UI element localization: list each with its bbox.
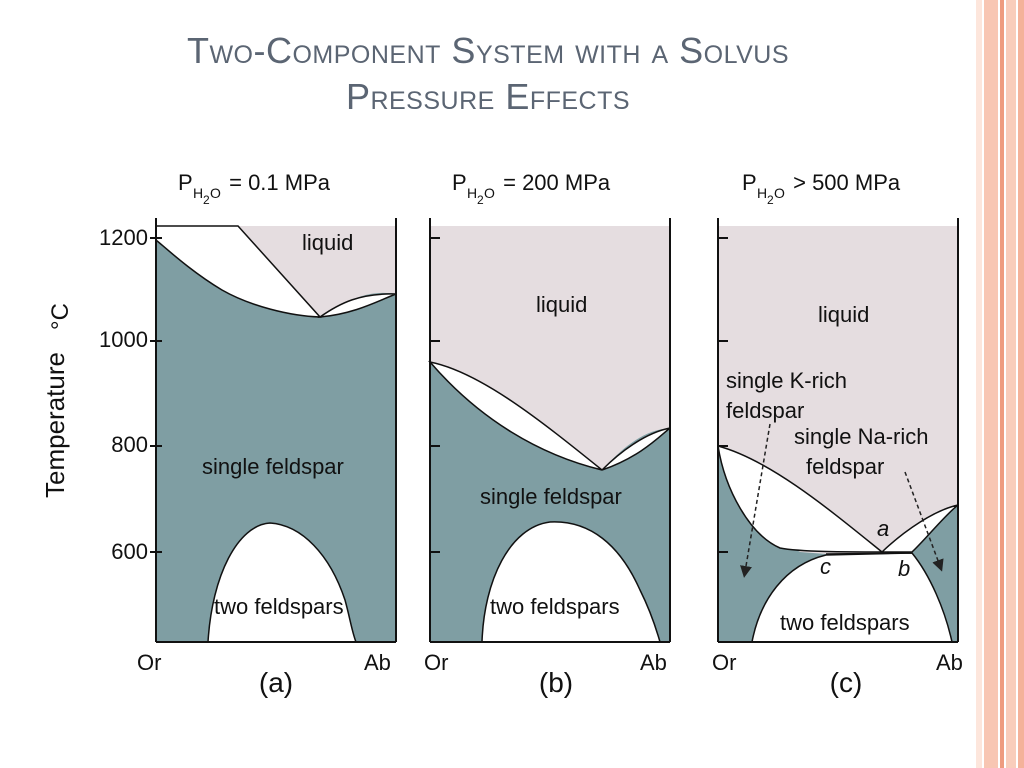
panel-b-label-liquid: liquid [536,292,587,317]
panel-a-solvus [207,522,358,643]
panel-a-pressure-sub-2: 2 [203,193,210,207]
decorative-side-stripes [976,0,1024,768]
y-axis-unit: °C [47,303,74,330]
panel-c-pressure-sub-H: H [757,185,767,201]
panel-b-x-right: Ab [640,650,667,675]
slide-title: Two-Component System with a Solvus Press… [0,28,976,120]
panel-a: P H 2 O = 0.1 MPa liquid single feldspar… [137,170,397,698]
panel-a-melting-loop-left [155,225,322,318]
panel-c-solvus [751,552,953,643]
panel-b-pressure-P: P [452,170,467,195]
panel-c: P H 2 O > 500 MPa liquid single K-rich f… [712,170,963,698]
panel-c-label-liquid: liquid [818,302,869,327]
slide-title-line2: Pressure Effects [345,76,631,117]
panel-a-caption: (a) [259,667,293,698]
panel-c-label-na-rich-2: feldspar [806,454,884,479]
panel-a-liquid-field [238,226,396,317]
panel-c-x-right: Ab [936,650,963,675]
slide-title-line1: Two-Component System with a Solvus [186,30,790,71]
panel-b-label-single: single feldspar [480,484,622,509]
panel-b-caption: (b) [539,667,573,698]
panel-b-pressure-value: = 200 MPa [497,170,611,195]
panel-c-pressure-P: P [742,170,757,195]
panel-b-solvus [481,521,661,643]
panel-c-pressure-value: > 500 MPa [787,170,901,195]
panel-a-pressure-sub-H: H [193,185,203,201]
panel-b-pressure-sub-2: 2 [477,193,484,207]
panel-a-pressure-sub-O: O [210,185,221,201]
panel-c-pressure-sub-2: 2 [767,193,774,207]
panel-c-na-rich-arrow [904,471,944,572]
panel-b-pressure-sub-H: H [467,185,477,201]
panel-a-x-right: Ab [364,650,391,675]
panel-b: P H 2 O = 200 MPa liquid single feldspar… [424,170,671,698]
panel-c-x-left: Or [712,650,736,675]
panel-c-point-b: b [898,556,910,581]
panel-c-caption: (c) [830,667,863,698]
panel-a-label-single: single feldspar [202,454,344,479]
panel-a-pressure-value: = 0.1 MPa [223,170,331,195]
y-tick-800: 800 [111,432,148,457]
panel-c-label-k-rich-2: feldspar [726,398,804,423]
y-tick-1200: 1200 [99,225,148,250]
panel-c-point-c: c [820,554,831,579]
panel-c-label-two: two feldspars [780,610,910,635]
panel-c-point-a: a [877,516,889,541]
panel-c-label-na-rich-1: single Na-rich [794,424,929,449]
panel-a-x-left: Or [137,650,161,675]
panel-a-label-two: two feldspars [214,594,344,619]
panel-a-pressure-P: P [178,170,193,195]
panel-b-pressure-sub-O: O [484,185,495,201]
panel-b-x-left: Or [424,650,448,675]
panel-c-pressure-sub-O: O [774,185,785,201]
y-tick-600: 600 [111,539,148,564]
panel-b-label-two: two feldspars [490,594,620,619]
panel-c-melting-loop-left [717,444,885,553]
panel-c-label-k-rich-1: single K-rich [726,368,847,393]
y-tick-1000: 1000 [99,327,148,352]
y-axis-label: Temperature [40,352,70,498]
panel-a-label-liquid: liquid [302,230,353,255]
